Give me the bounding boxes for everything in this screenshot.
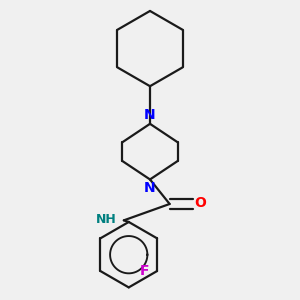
Text: N: N — [144, 181, 156, 195]
Text: F: F — [140, 264, 149, 278]
Text: NH: NH — [96, 213, 117, 226]
Text: N: N — [144, 108, 156, 122]
Text: O: O — [194, 196, 206, 210]
